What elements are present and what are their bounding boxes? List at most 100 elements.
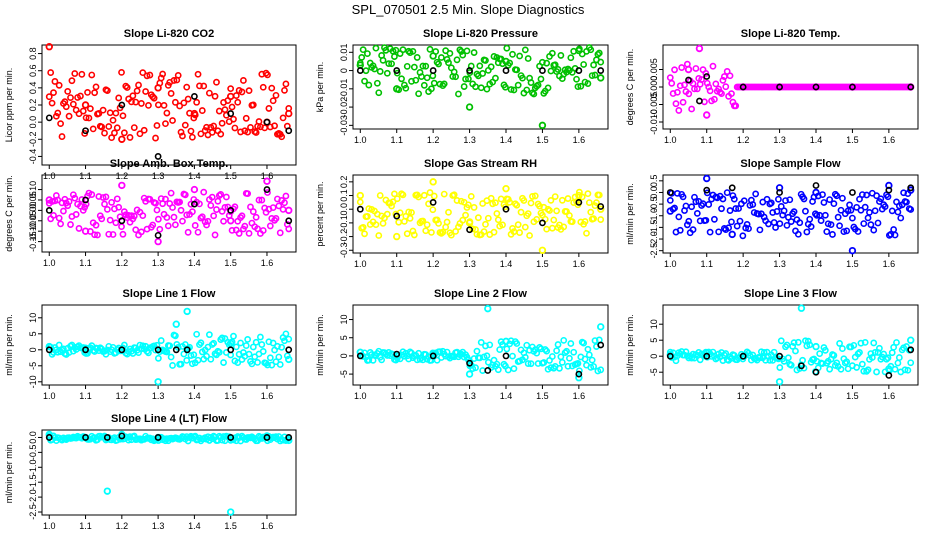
black-data-point: [575, 67, 583, 74]
data-point: [217, 130, 225, 138]
x-tick-label: 1.6: [573, 259, 586, 269]
data-point: [580, 61, 588, 68]
data-point: [203, 221, 210, 229]
data-point: [590, 215, 598, 222]
data-point: [99, 106, 107, 114]
data-point: [666, 74, 674, 82]
data-point: [780, 357, 788, 365]
y-tick-label: -1.5: [649, 220, 659, 236]
data-point: [524, 210, 532, 218]
data-point: [176, 102, 184, 110]
data-point: [496, 346, 504, 354]
data-point: [777, 337, 785, 345]
black-data-point: [393, 350, 401, 358]
data-point: [58, 133, 66, 140]
data-point: [193, 98, 201, 106]
data-point: [490, 228, 498, 236]
data-point: [67, 221, 74, 228]
data-point: [230, 332, 237, 340]
data-point: [162, 195, 169, 203]
y-tick-label: -2.0: [28, 489, 38, 505]
data-point: [890, 343, 898, 351]
y-tick-label: 0.0: [28, 431, 38, 444]
data-point: [275, 353, 283, 361]
data-point: [378, 356, 386, 364]
data-point: [765, 220, 772, 228]
data-point: [238, 88, 246, 96]
data-point: [732, 102, 740, 110]
plot-frame: [41, 429, 297, 516]
data-point: [218, 436, 226, 444]
data-point: [171, 221, 179, 229]
data-point: [483, 352, 491, 360]
x-tick-label: 1.0: [43, 171, 56, 181]
data-point: [239, 77, 247, 84]
black-data-point: [666, 189, 674, 196]
data-point: [132, 98, 140, 106]
data-point: [678, 64, 686, 71]
data-point: [395, 218, 403, 226]
data-point: [710, 95, 718, 103]
data-point: [715, 85, 723, 93]
data-point: [220, 359, 227, 366]
data-point: [900, 189, 908, 197]
data-point: [207, 355, 215, 363]
data-point: [719, 76, 727, 84]
data-point: [890, 226, 898, 233]
black-data-point: [776, 83, 783, 91]
x-tick-label: 1.5: [536, 259, 549, 269]
data-point: [356, 191, 364, 200]
x-tick-label: 1.3: [152, 521, 165, 531]
x-tick-label: 1.4: [500, 391, 513, 401]
data-point: [65, 198, 73, 205]
data-point: [118, 68, 125, 76]
data-point: [137, 100, 145, 107]
data-point: [363, 213, 371, 220]
panel-4: Slope Amb. Box Temp. 1.0 1.1 1.2 1.3 1.4 1.5 1.…: [4, 158, 297, 268]
panel-title: Slope Line 1 Flow: [123, 288, 216, 300]
data-point: [285, 436, 293, 445]
data-point: [443, 218, 451, 226]
data-point: [361, 230, 368, 238]
data-point: [91, 231, 99, 239]
data-point: [428, 228, 435, 236]
data-point: [885, 365, 893, 373]
data-point: [907, 186, 915, 194]
data-point: [50, 89, 57, 97]
data-point: [261, 124, 269, 132]
data-point: [405, 47, 413, 55]
data-point: [735, 205, 742, 212]
data-point: [548, 49, 556, 57]
data-point: [826, 196, 834, 203]
data-point: [210, 212, 218, 220]
data-point: [465, 75, 472, 83]
data-point: [826, 365, 834, 373]
data-point: [156, 225, 164, 233]
data-point: [807, 223, 815, 231]
black-data-point: [885, 186, 893, 194]
data-point: [72, 211, 80, 218]
data-point: [198, 213, 206, 221]
black-data-point: [263, 186, 271, 193]
x-tick-label: 1.2: [116, 171, 129, 181]
black-data-point: [356, 67, 364, 74]
data-point: [391, 190, 398, 198]
y-tick-label: 10: [339, 315, 349, 325]
x-tick-label: 1.3: [152, 171, 165, 181]
data-point: [278, 343, 286, 351]
data-point: [65, 112, 73, 120]
black-data-point: [812, 83, 820, 91]
data-point: [874, 219, 882, 227]
data-point: [358, 53, 366, 61]
data-point: [423, 74, 431, 82]
x-tick-label: 1.1: [79, 521, 92, 531]
data-point: [408, 209, 415, 216]
data-point: [884, 193, 892, 201]
data-point: [904, 366, 912, 374]
black-data-point: [466, 359, 473, 367]
data-point: [152, 199, 159, 207]
data-point: [492, 74, 499, 82]
data-point: [279, 114, 287, 122]
data-point: [119, 112, 127, 120]
data-point: [220, 217, 227, 225]
